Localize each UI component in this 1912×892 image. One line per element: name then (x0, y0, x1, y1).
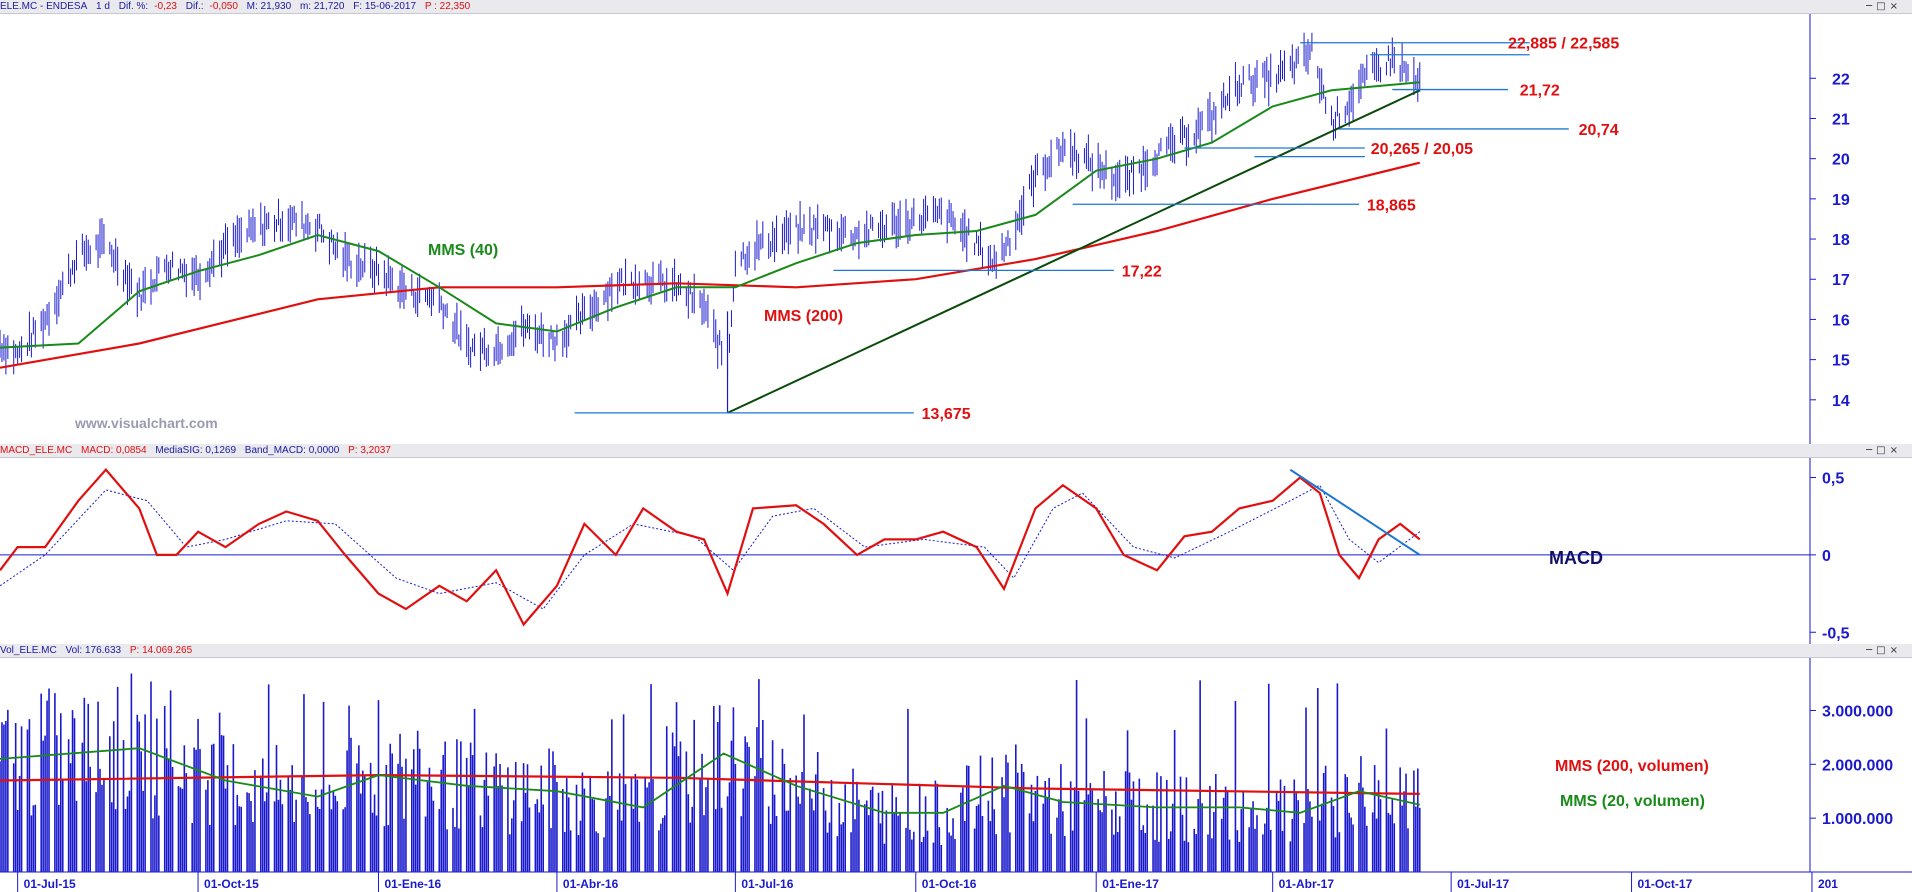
volume-bars (0, 673, 1421, 872)
price-ohlc-bars (0, 32, 1421, 413)
macd-name: MACD_ELE.MC (0, 445, 73, 456)
y-tick-label: 16 (1832, 312, 1850, 329)
macd-band-value: Band_MACD: 0,0000 (244, 445, 340, 456)
support-level-label: 21,72 (1520, 83, 1560, 100)
macd-panel-header: MACD_ELE.MC MACD: 0,0854 MediaSIG: 0,126… (0, 444, 1912, 458)
watermark: www.visualchart.com (74, 415, 218, 431)
price-panel-header: ELE.MC - ENDESA 1 d Dif. %: -0,23 Dif.: -0… (0, 0, 1912, 14)
macd-p-value: P: 3,2037 (348, 445, 391, 456)
macd-chart[interactable]: 0,5 0 -0,5 MACD (0, 458, 1912, 644)
vol-p-value: P: 14.069.265 (129, 645, 193, 656)
x-tick-label: 01-Abr-16 (563, 877, 619, 891)
mma40-label: MMS (40) (428, 242, 498, 259)
macd-signal-line (0, 484, 1421, 610)
dif-pct-label: Dif. %: (118, 1, 149, 12)
price-chart[interactable]: 22,885 / 22,585 21,72 20,74 20,265 / 20,05 1… (0, 14, 1912, 444)
y-tick-label: 21 (1832, 111, 1850, 128)
macd-y-axis: 0,5 0 -0,5 (1810, 470, 1850, 642)
y-tick-label: 0 (1822, 548, 1831, 565)
y-tick-label: 0,5 (1822, 470, 1844, 487)
vol-mma20-line (0, 747, 1420, 814)
macd-label: MACD (1549, 548, 1603, 568)
macd-line (0, 468, 1421, 627)
y-tick-label: 18 (1832, 232, 1850, 249)
support-level-label: 20,265 / 20,05 (1371, 141, 1473, 158)
macd-window-controls[interactable]: ─□× (1866, 445, 1902, 456)
y-tick-label: 14 (1832, 393, 1850, 410)
y-tick-label: -0,5 (1822, 625, 1850, 642)
support-level-label: 13,675 (922, 406, 971, 423)
macd-signal-value: MediaSIG: 0,1269 (155, 445, 237, 456)
x-tick-label: 01-Abr-17 (1279, 877, 1335, 891)
macd-trendline (1289, 468, 1421, 556)
x-tick-label: 01-Ene-17 (1102, 877, 1159, 891)
macd-value: MACD: 0,0854 (81, 445, 147, 456)
dif-pct-value: -0,23 (154, 1, 177, 12)
y-tick-label: 20 (1832, 152, 1850, 169)
support-trendline (727, 89, 1421, 414)
x-tick-label: 01-Jul-16 (741, 877, 793, 891)
price-value: P : 22,350 (424, 1, 471, 12)
max-value: M: 21,930 (246, 1, 292, 12)
mma200-label: MMS (200) (764, 308, 843, 325)
y-tick-label: 19 (1832, 192, 1850, 209)
x-tick-label: 01-Oct-17 (1638, 877, 1693, 891)
vol-value: Vol: 176.633 (65, 645, 122, 656)
volume-y-axis: 1.000.000 2.000.000 3.000.000 (1810, 703, 1893, 828)
x-tick-label: 01-Jul-15 (24, 877, 76, 891)
date-value: F: 15-06-2017 (353, 1, 417, 12)
dif-label: Dif.: (185, 1, 204, 12)
x-tick-label: 01-Oct-16 (922, 877, 977, 891)
x-tick-label: 201 (1818, 877, 1838, 891)
volume-window-controls[interactable]: ─□× (1866, 645, 1902, 656)
support-level-label: 18,865 (1367, 197, 1416, 214)
volume-panel-header: Vol_ELE.MC Vol: 176.633 P: 14.069.265 ─□… (0, 644, 1912, 658)
y-tick-label: 2.000.000 (1822, 757, 1893, 774)
date-x-axis: 01-Jul-15 01-Oct-15 01-Ene-16 01-Abr-16 01-J… (17, 872, 1838, 892)
y-tick-label: 1.000.000 (1822, 811, 1893, 828)
window-controls[interactable]: ─□× (1866, 1, 1902, 12)
vol-mma200-label: MMS (200, volumen) (1555, 758, 1709, 775)
dif-value: -0,050 (209, 1, 238, 12)
y-tick-label: 22 (1832, 71, 1850, 88)
x-tick-label: 01-Jul-17 (1457, 877, 1509, 891)
symbol-label: ELE.MC - ENDESA (0, 1, 88, 12)
support-level-label: 22,885 / 22,585 (1508, 36, 1619, 53)
period-label: 1 d (96, 1, 110, 12)
y-tick-label: 15 (1832, 353, 1850, 370)
vol-name: Vol_ELE.MC (0, 645, 57, 656)
y-tick-label: 17 (1832, 272, 1850, 289)
mma40-line (0, 81, 1420, 349)
support-level-label: 20,74 (1579, 122, 1619, 139)
min-value: m: 21,720 (299, 1, 345, 12)
vol-mma20-label: MMS (20, volumen) (1560, 793, 1705, 810)
support-level-label: 17,22 (1122, 263, 1162, 280)
price-y-axis: 14 15 16 17 18 19 20 21 22 (1810, 71, 1850, 410)
x-tick-label: 01-Oct-15 (204, 877, 259, 891)
mma200-line (0, 161, 1421, 369)
x-tick-label: 01-Ene-16 (384, 877, 441, 891)
vol-mma200-line (0, 773, 1420, 795)
y-tick-label: 3.000.000 (1822, 703, 1893, 720)
